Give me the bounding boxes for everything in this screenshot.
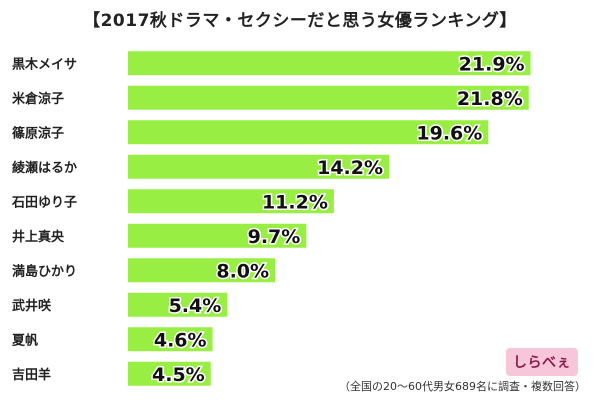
value-label: 21.9% bbox=[459, 53, 525, 75]
value-label: 19.6% bbox=[416, 122, 482, 144]
value-label: 5.4% bbox=[169, 295, 222, 317]
category-label: 篠原涼子 bbox=[12, 125, 64, 141]
bar bbox=[128, 258, 276, 283]
category-label: 石田ゆり子 bbox=[11, 195, 77, 210]
bar bbox=[128, 292, 228, 317]
bar bbox=[128, 120, 489, 145]
bar bbox=[128, 85, 529, 110]
chart-title: 【2017秋ドラマ・セクシーだと思う女優ランキング】 bbox=[83, 11, 517, 31]
shirabee-logo: しらべぇ bbox=[506, 348, 578, 376]
category-label: 黒木メイサ bbox=[12, 56, 77, 72]
footnote: （全国の20～60代男女689名に調査・複数回答） bbox=[339, 380, 586, 393]
category-label: 武井咲 bbox=[12, 298, 52, 314]
logo-text: しらべぇ bbox=[513, 355, 571, 371]
category-label: 吉田羊 bbox=[12, 367, 51, 383]
value-label: 21.8% bbox=[457, 88, 523, 110]
bar bbox=[128, 189, 334, 214]
bar bbox=[128, 361, 211, 386]
bar bbox=[128, 223, 307, 248]
bar bbox=[128, 51, 531, 76]
value-label: 4.6% bbox=[154, 329, 207, 351]
category-label: 米倉涼子 bbox=[12, 91, 64, 107]
value-label: 8.0% bbox=[216, 260, 269, 282]
category-label: 井上真央 bbox=[12, 229, 65, 245]
value-label: 14.2% bbox=[317, 157, 383, 179]
value-label: 11.2% bbox=[262, 191, 328, 213]
value-label: 9.7% bbox=[248, 226, 301, 248]
category-label: 満島ひかり bbox=[12, 263, 77, 279]
bar bbox=[128, 154, 390, 179]
category-label: 夏帆 bbox=[11, 333, 38, 348]
value-label: 4.5% bbox=[152, 364, 205, 386]
bar bbox=[128, 327, 213, 352]
category-label: 綾瀬はるか bbox=[12, 160, 77, 176]
